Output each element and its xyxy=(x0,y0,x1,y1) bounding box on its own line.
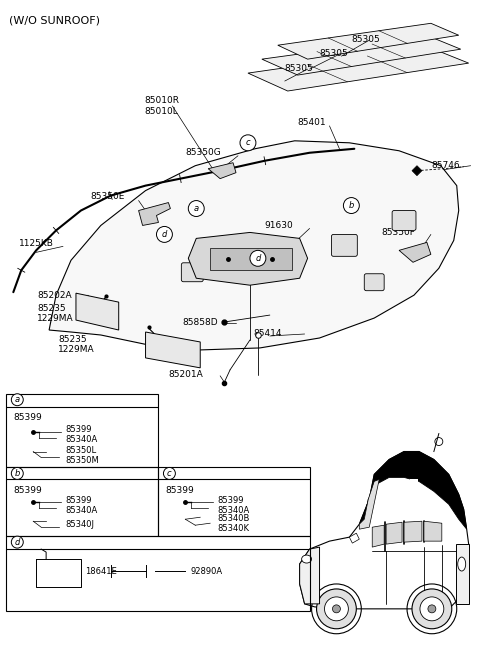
Polygon shape xyxy=(76,293,119,330)
Text: 85202A: 85202A xyxy=(37,291,72,300)
Polygon shape xyxy=(402,490,410,494)
Text: d: d xyxy=(162,230,167,239)
Text: b: b xyxy=(14,469,20,478)
Ellipse shape xyxy=(458,557,466,571)
Text: 85340A: 85340A xyxy=(65,435,97,444)
Circle shape xyxy=(164,468,175,480)
Text: 85399: 85399 xyxy=(13,486,42,495)
Text: 85305: 85305 xyxy=(285,63,313,73)
Text: 85235: 85235 xyxy=(58,335,87,345)
Circle shape xyxy=(12,393,23,405)
Text: 85010L: 85010L xyxy=(144,108,178,116)
Polygon shape xyxy=(456,544,468,604)
Polygon shape xyxy=(410,480,418,484)
FancyBboxPatch shape xyxy=(181,263,203,282)
Polygon shape xyxy=(139,202,170,226)
Text: 85201A: 85201A xyxy=(168,370,203,379)
Text: c: c xyxy=(167,469,172,478)
Polygon shape xyxy=(278,23,459,59)
Text: 85340J: 85340J xyxy=(65,520,94,528)
Polygon shape xyxy=(300,452,468,609)
Text: 85340A: 85340A xyxy=(65,506,97,515)
Text: 85350L: 85350L xyxy=(65,446,96,455)
Circle shape xyxy=(333,605,340,613)
Text: a: a xyxy=(15,395,20,404)
Polygon shape xyxy=(300,547,320,604)
Text: 85399: 85399 xyxy=(65,496,92,505)
Text: d: d xyxy=(14,538,20,546)
Text: 85340B: 85340B xyxy=(217,514,250,523)
Polygon shape xyxy=(188,232,308,285)
Text: 85746: 85746 xyxy=(431,161,459,170)
Polygon shape xyxy=(412,166,422,176)
Polygon shape xyxy=(248,47,468,91)
Text: 91630: 91630 xyxy=(265,221,294,230)
Text: 85350E: 85350E xyxy=(91,192,125,201)
Text: 85350M: 85350M xyxy=(65,456,99,465)
Polygon shape xyxy=(424,521,442,541)
Text: 1125KB: 1125KB xyxy=(19,239,54,248)
Circle shape xyxy=(240,135,256,151)
Circle shape xyxy=(324,597,348,621)
Text: 85414: 85414 xyxy=(253,329,281,337)
Polygon shape xyxy=(210,248,292,271)
FancyBboxPatch shape xyxy=(364,274,384,291)
Text: b: b xyxy=(348,201,354,210)
Circle shape xyxy=(156,226,172,242)
Text: 85399: 85399 xyxy=(166,486,194,495)
Text: 18641E: 18641E xyxy=(85,566,117,576)
Circle shape xyxy=(428,605,436,613)
Text: 85350F: 85350F xyxy=(381,228,415,237)
Polygon shape xyxy=(49,141,459,350)
Ellipse shape xyxy=(301,555,312,563)
Text: 85340K: 85340K xyxy=(217,524,249,532)
Polygon shape xyxy=(360,452,467,529)
FancyBboxPatch shape xyxy=(332,234,357,257)
Circle shape xyxy=(188,200,204,216)
Text: d: d xyxy=(255,254,261,263)
Text: 92890A: 92890A xyxy=(190,566,222,576)
Text: 85010R: 85010R xyxy=(144,96,180,106)
Circle shape xyxy=(412,589,452,629)
Polygon shape xyxy=(262,36,461,75)
Polygon shape xyxy=(349,533,360,543)
Polygon shape xyxy=(399,242,431,263)
Text: 85305: 85305 xyxy=(320,49,348,57)
Text: 1229MA: 1229MA xyxy=(37,313,74,323)
Text: 85235: 85235 xyxy=(37,304,66,313)
Text: 85399: 85399 xyxy=(65,425,92,434)
Text: 85858D: 85858D xyxy=(182,317,218,327)
Text: 85340A: 85340A xyxy=(217,506,250,515)
Circle shape xyxy=(343,198,360,214)
Polygon shape xyxy=(386,522,402,544)
Text: 85401: 85401 xyxy=(298,118,326,128)
Polygon shape xyxy=(145,332,200,368)
Text: c: c xyxy=(246,138,250,148)
Polygon shape xyxy=(360,480,379,529)
Circle shape xyxy=(316,589,356,629)
Text: 85350G: 85350G xyxy=(185,148,221,157)
Text: (W/O SUNROOF): (W/O SUNROOF) xyxy=(9,15,100,25)
Circle shape xyxy=(250,250,266,267)
Circle shape xyxy=(12,468,23,480)
Circle shape xyxy=(12,536,23,548)
Text: 85399: 85399 xyxy=(13,413,42,422)
Polygon shape xyxy=(208,163,236,178)
Text: a: a xyxy=(194,204,199,213)
Polygon shape xyxy=(372,525,384,547)
Text: 85305: 85305 xyxy=(351,35,380,43)
Text: 85399: 85399 xyxy=(217,496,244,505)
Circle shape xyxy=(420,597,444,621)
FancyBboxPatch shape xyxy=(392,210,416,230)
Polygon shape xyxy=(395,482,403,486)
Text: 1229MA: 1229MA xyxy=(58,345,95,355)
Polygon shape xyxy=(404,521,422,542)
